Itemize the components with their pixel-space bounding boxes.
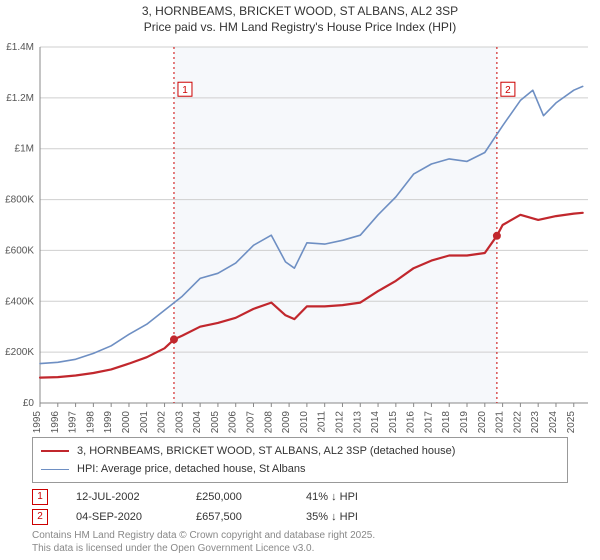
chart-area: £0 £200K £400K £600K £800K £1M £1.2M £1.4M 1995 1… bbox=[0, 37, 600, 433]
svg-text:2012: 2012 bbox=[334, 411, 345, 433]
svg-text:2002: 2002 bbox=[157, 411, 168, 433]
svg-text:1996: 1996 bbox=[50, 411, 61, 433]
svg-text:2019: 2019 bbox=[459, 411, 470, 433]
svg-text:2007: 2007 bbox=[246, 411, 257, 433]
legend-label: 3, HORNBEAMS, BRICKET WOOD, ST ALBANS, A… bbox=[77, 445, 455, 457]
svg-text:2001: 2001 bbox=[139, 411, 150, 433]
marker-date: 04-SEP-2020 bbox=[76, 511, 196, 523]
marker-row: 2 04-SEP-2020£657,50035% ↓ HPI bbox=[32, 507, 568, 527]
svg-text:£0: £0 bbox=[23, 398, 35, 409]
svg-text:2003: 2003 bbox=[174, 411, 185, 433]
chart-container: 3, HORNBEAMS, BRICKET WOOD, ST ALBANS, A… bbox=[0, 0, 600, 560]
svg-text:2015: 2015 bbox=[388, 411, 399, 433]
marker-delta: 35% ↓ HPI bbox=[306, 511, 416, 523]
svg-text:2022: 2022 bbox=[512, 411, 523, 433]
svg-text:2010: 2010 bbox=[299, 411, 310, 433]
legend-swatch bbox=[41, 469, 69, 470]
svg-text:1: 1 bbox=[182, 85, 188, 96]
svg-text:2000: 2000 bbox=[121, 411, 132, 433]
marker-price: £250,000 bbox=[196, 491, 306, 503]
svg-text:2017: 2017 bbox=[423, 411, 434, 433]
svg-text:£1.2M: £1.2M bbox=[6, 93, 34, 104]
svg-text:2016: 2016 bbox=[406, 411, 417, 433]
svg-text:2005: 2005 bbox=[210, 411, 221, 433]
legend-row: HPI: Average price, detached house, St A… bbox=[41, 460, 559, 478]
title-address: 3, HORNBEAMS, BRICKET WOOD, ST ALBANS, A… bbox=[0, 4, 600, 20]
svg-text:£800K: £800K bbox=[5, 195, 34, 206]
marker-delta: 41% ↓ HPI bbox=[306, 491, 416, 503]
title-block: 3, HORNBEAMS, BRICKET WOOD, ST ALBANS, A… bbox=[0, 0, 600, 37]
svg-text:2013: 2013 bbox=[352, 411, 363, 433]
legend-row: 3, HORNBEAMS, BRICKET WOOD, ST ALBANS, A… bbox=[41, 442, 559, 460]
legend-swatch bbox=[41, 450, 69, 452]
svg-text:£600K: £600K bbox=[5, 246, 34, 257]
chart-svg: £0 £200K £400K £600K £800K £1M £1.2M £1.4M 1995 1… bbox=[0, 37, 600, 433]
marker-badge: 1 bbox=[32, 489, 48, 505]
legend-label: HPI: Average price, detached house, St A… bbox=[77, 463, 306, 475]
svg-text:2014: 2014 bbox=[370, 411, 381, 433]
svg-text:1998: 1998 bbox=[85, 411, 96, 433]
svg-text:2018: 2018 bbox=[441, 411, 452, 433]
svg-text:£1M: £1M bbox=[15, 144, 34, 155]
svg-text:2025: 2025 bbox=[566, 411, 577, 433]
svg-text:2021: 2021 bbox=[495, 411, 506, 433]
footer-line1: Contains HM Land Registry data © Crown c… bbox=[32, 529, 568, 542]
svg-text:2020: 2020 bbox=[477, 411, 488, 433]
marker-date: 12-JUL-2002 bbox=[76, 491, 196, 503]
svg-text:2011: 2011 bbox=[317, 411, 328, 433]
svg-text:2004: 2004 bbox=[192, 411, 203, 433]
markers-table: 1 12-JUL-2002£250,00041% ↓ HPI 2 04-SEP-202… bbox=[32, 487, 568, 527]
svg-text:1999: 1999 bbox=[103, 411, 114, 433]
svg-text:2006: 2006 bbox=[228, 411, 239, 433]
legend-box: 3, HORNBEAMS, BRICKET WOOD, ST ALBANS, A… bbox=[32, 437, 568, 483]
svg-text:1995: 1995 bbox=[32, 411, 43, 433]
svg-text:2: 2 bbox=[505, 85, 511, 96]
marker-price: £657,500 bbox=[196, 511, 306, 523]
svg-text:2024: 2024 bbox=[548, 411, 559, 433]
marker-badge: 2 bbox=[32, 509, 48, 525]
footer: Contains HM Land Registry data © Crown c… bbox=[32, 529, 568, 555]
footer-line2: This data is licensed under the Open Gov… bbox=[32, 542, 568, 555]
svg-text:£200K: £200K bbox=[5, 347, 34, 358]
title-subtitle: Price paid vs. HM Land Registry's House … bbox=[0, 20, 600, 36]
marker-row: 1 12-JUL-2002£250,00041% ↓ HPI bbox=[32, 487, 568, 507]
svg-text:£400K: £400K bbox=[5, 296, 34, 307]
svg-text:2023: 2023 bbox=[530, 411, 541, 433]
svg-text:2008: 2008 bbox=[263, 411, 274, 433]
svg-text:£1.4M: £1.4M bbox=[6, 42, 34, 53]
svg-text:1997: 1997 bbox=[68, 411, 79, 433]
svg-text:2009: 2009 bbox=[281, 411, 292, 433]
